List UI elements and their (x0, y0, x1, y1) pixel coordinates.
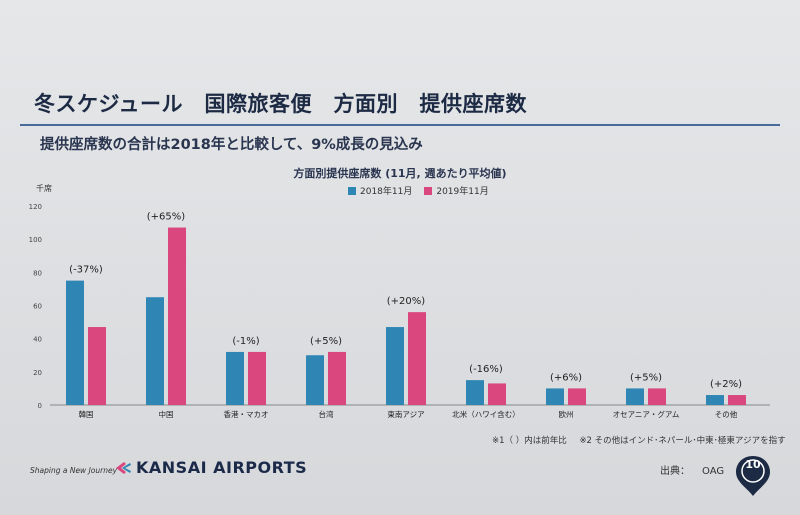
bar-2019 (88, 327, 106, 405)
bar-2019 (328, 351, 346, 405)
data-label: (+5%) (310, 336, 342, 347)
bar-2019 (728, 395, 746, 405)
y-tick-label: 120 (29, 203, 42, 211)
title-rule (20, 124, 780, 126)
page-subtitle: 提供座席数の合計は2018年と比較して、9%成長の見込み (40, 137, 423, 153)
bar-2018 (546, 388, 564, 405)
x-tick-label: 香港・マカオ (224, 409, 269, 419)
logo-text: KANSAI AIRPORTS (136, 458, 308, 477)
bar-2018 (226, 351, 244, 405)
bar-2018 (706, 395, 724, 405)
source-label: 出典： (660, 466, 690, 477)
x-tick-label: その他 (715, 409, 738, 419)
data-label: (+5%) (630, 372, 662, 383)
page-number: 10 (745, 458, 761, 471)
x-tick-label: 韓国 (79, 409, 94, 419)
legend-label-2018: 2018年11月 (360, 187, 413, 197)
bar-2018 (466, 380, 484, 405)
legend-swatch-2018 (348, 186, 356, 195)
bar-2019 (408, 312, 426, 405)
bar-2019 (248, 351, 266, 405)
page-title: 冬スケジュール 国際旅客便 方面別 提供座席数 (34, 92, 528, 116)
source: 出典： OAG (660, 462, 724, 477)
data-label: (-37%) (69, 265, 103, 276)
bar-2018 (626, 388, 644, 405)
data-label: (+20%) (387, 296, 426, 307)
y-unit-label: 千席 (36, 184, 52, 193)
footnote-1: ※1（ ）内は前年比 (492, 436, 567, 446)
bar-2018 (146, 297, 164, 405)
bar-2018 (386, 327, 404, 405)
y-tick-label: 20 (33, 369, 42, 377)
data-label: (+65%) (147, 212, 186, 223)
y-tick-label: 80 (33, 269, 42, 277)
bar-2019 (488, 383, 506, 405)
data-label: (-16%) (469, 364, 503, 375)
bar-2019 (168, 227, 186, 405)
data-label: (+2%) (710, 379, 742, 390)
kansai-airports-logo: KANSAI AIRPORTS (114, 458, 307, 477)
x-tick-label: 東南アジア (387, 409, 424, 419)
bar-2019 (568, 388, 586, 405)
bar-2018 (306, 355, 324, 405)
x-tick-label: 欧州 (559, 409, 574, 419)
data-label: (-1%) (232, 336, 259, 347)
y-tick-label: 0 (38, 402, 42, 410)
chart-title: 方面別提供座席数 (11月, 週あたり平均値) (293, 167, 507, 180)
footnote: ※1（ ）内は前年比 ※2 その他はインド･ネパール･中東･極東アジアを指す (492, 434, 786, 446)
legend-item-2018: 2018年11月 (348, 184, 412, 197)
page-badge-icon (736, 456, 770, 496)
legend-label-2019: 2019年11月 (436, 187, 489, 197)
x-tick-label: 北米（ハワイ含む） (452, 409, 520, 419)
tagline: Shaping a New Journey (30, 466, 118, 475)
y-tick-label: 100 (29, 236, 42, 244)
x-tick-label: 台湾 (319, 409, 334, 419)
x-tick-label: オセアニア・グアム (613, 409, 680, 419)
y-tick-label: 40 (33, 336, 42, 344)
airplane-logo-icon (116, 461, 131, 474)
chart-legend: 2018年11月 2019年11月 (348, 184, 489, 197)
y-tick-label: 60 (33, 303, 42, 311)
x-tick-label: 中国 (159, 409, 174, 419)
source-value: OAG (702, 466, 725, 477)
legend-swatch-2019 (424, 186, 433, 195)
footnote-2: ※2 その他はインド･ネパール･中東･極東アジアを指す (579, 436, 786, 446)
bar-2018 (66, 280, 84, 405)
data-label: (+6%) (550, 372, 582, 383)
legend-item-2019: 2019年11月 (424, 184, 489, 197)
bar-2019 (648, 388, 666, 405)
